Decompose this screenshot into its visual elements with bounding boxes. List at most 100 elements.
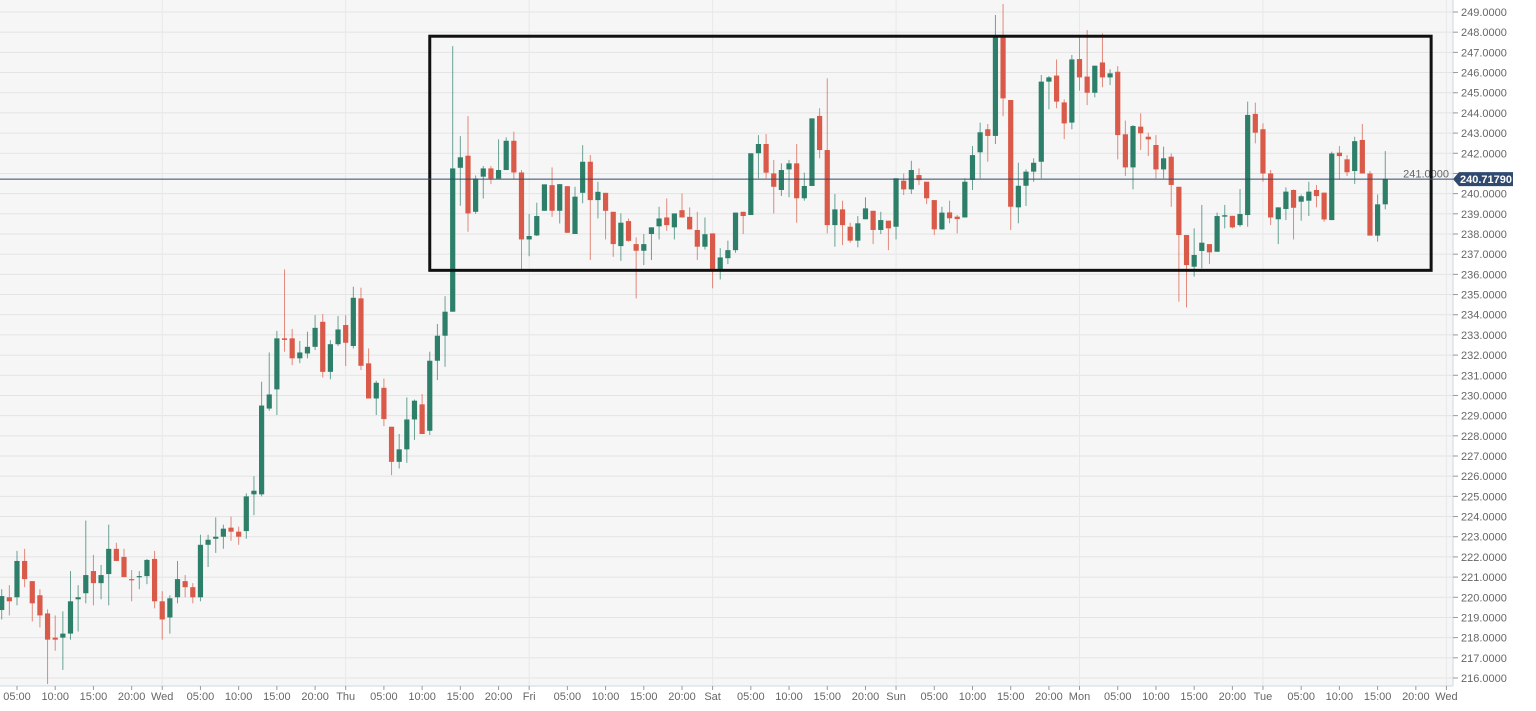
candle-up: [67, 571, 74, 640]
candle-up: [1222, 204, 1228, 229]
y-tick-label: 242.0000: [1461, 148, 1507, 160]
x-tick-label: 20:00: [485, 691, 513, 703]
y-tick-label: 221.0000: [1461, 572, 1507, 584]
candle-down: [664, 198, 670, 231]
candle-down: [931, 200, 937, 236]
candle-body: [1099, 62, 1106, 78]
candle-body: [396, 449, 402, 462]
x-tick-label: 15:00: [1364, 691, 1392, 703]
candle-up: [243, 493, 249, 539]
candle-up: [197, 534, 204, 602]
x-tick-label: 15:00: [997, 691, 1025, 703]
candle-down: [1367, 171, 1373, 236]
candle-body: [855, 223, 861, 241]
candle-down: [281, 269, 288, 352]
x-tick-label: 10:00: [41, 691, 69, 703]
candle-body: [312, 327, 318, 347]
x-tick-label: 15:00: [80, 691, 108, 703]
x-tick-label: Thu: [336, 691, 355, 703]
candle-body: [1092, 65, 1098, 93]
candle-down: [564, 186, 570, 233]
y-tick-label: 220.0000: [1461, 592, 1507, 604]
candle-body: [625, 221, 632, 241]
y-tick-label: 239.0000: [1461, 209, 1507, 221]
candle-up: [1046, 75, 1052, 110]
candle-body: [274, 338, 280, 390]
x-tick-label: 10:00: [592, 691, 620, 703]
y-tick-label: 244.0000: [1461, 108, 1507, 120]
candle-down: [1268, 170, 1274, 226]
candle-body: [6, 597, 12, 602]
candle-down: [1344, 155, 1350, 177]
candle-body: [985, 129, 991, 136]
candle-body: [1053, 75, 1060, 102]
candle-body: [450, 168, 456, 312]
candle-body: [1000, 36, 1006, 99]
candle-body: [243, 496, 249, 532]
y-tick-label: 224.0000: [1461, 512, 1507, 524]
candle-up: [748, 153, 754, 216]
candle-up: [0, 589, 5, 620]
candle-body: [916, 175, 922, 181]
candle-body: [465, 155, 471, 214]
candle-up: [434, 324, 441, 381]
candle-down: [1290, 189, 1297, 240]
candle-up: [1107, 69, 1113, 86]
candle-body: [98, 575, 104, 584]
candle-up: [1031, 158, 1037, 182]
candle-body: [373, 382, 379, 399]
y-tick-label: 240.0000: [1461, 189, 1507, 201]
candle-body: [1237, 214, 1243, 226]
candle-body: [1168, 156, 1174, 185]
candle-body: [1160, 158, 1167, 170]
candle-body: [473, 178, 479, 212]
candle-down: [847, 222, 853, 243]
candle-body: [656, 218, 662, 227]
annotation-rectangle[interactable]: [428, 34, 1433, 272]
candle-body: [687, 216, 693, 230]
candle-up: [1245, 101, 1251, 227]
y-tick-label: 228.0000: [1461, 431, 1507, 443]
candle-body: [931, 200, 937, 230]
candle-up: [977, 122, 983, 179]
candle-up: [1038, 74, 1044, 179]
candle-down: [625, 218, 632, 242]
candle-body: [144, 559, 150, 577]
candle-up: [786, 159, 792, 198]
candle-down: [343, 315, 349, 366]
x-tick-label: 20:00: [118, 691, 146, 703]
candle-down: [129, 570, 135, 602]
candle-body: [167, 598, 173, 618]
candle-down: [839, 200, 846, 246]
candle-body: [992, 36, 999, 136]
candle-down: [633, 237, 639, 299]
candle-down: [709, 233, 716, 289]
candle-body: [709, 233, 716, 271]
candle-body: [878, 220, 884, 230]
candle-body: [610, 211, 616, 245]
candle-up: [144, 558, 150, 585]
candle-body: [1252, 113, 1258, 133]
plot-background: [0, 0, 1453, 686]
candle-down: [1053, 59, 1060, 109]
candle-body: [480, 168, 486, 177]
x-tick-label: 05:00: [370, 691, 398, 703]
candle-up: [702, 217, 708, 250]
candle-down: [1061, 99, 1067, 140]
y-tick-label: 223.0000: [1461, 532, 1507, 544]
candle-down: [1099, 33, 1106, 88]
candle-body: [526, 236, 532, 240]
y-tick-label: 243.0000: [1461, 128, 1507, 140]
candle-up: [106, 524, 112, 606]
candle-up: [969, 146, 976, 191]
candle-body: [258, 405, 265, 495]
candle-up: [648, 227, 655, 261]
candle-down: [1138, 113, 1144, 151]
candle-up: [656, 206, 662, 240]
candle-body: [182, 581, 188, 588]
x-tick-label: Sun: [886, 691, 906, 703]
candle-down: [366, 348, 372, 399]
candle-up: [1352, 136, 1358, 184]
candle-down: [151, 550, 158, 609]
